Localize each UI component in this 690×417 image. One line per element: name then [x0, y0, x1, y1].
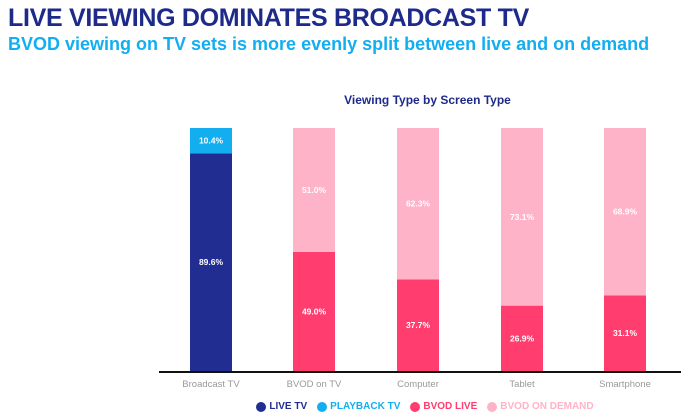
data-label: 89.6%: [199, 257, 224, 267]
bar-segment: [397, 128, 439, 280]
data-label: 62.3%: [406, 199, 431, 209]
bar-segment: [190, 153, 232, 371]
page-subtitle: BVOD viewing on TV sets is more evenly s…: [8, 34, 650, 54]
data-label: 68.9%: [613, 207, 638, 217]
bar-segment: [293, 128, 335, 252]
legend-label: BVOD LIVE: [423, 401, 478, 412]
legend-item: LIVE TV: [256, 401, 307, 412]
legend-label: BVOD ON DEMAND: [500, 401, 594, 412]
chart-title: Viewing Type by Screen Type: [344, 93, 511, 107]
bar-segment: [604, 128, 646, 296]
data-label: 26.9%: [510, 333, 535, 343]
data-label: 10.4%: [199, 136, 224, 146]
legend-label: PLAYBACK TV: [330, 401, 401, 412]
data-label: 31.1%: [613, 328, 638, 338]
page-title: LIVE VIEWING DOMINATES BROADCAST TV: [8, 4, 529, 32]
legend-dot-icon: [317, 401, 328, 412]
data-label: 37.7%: [406, 320, 431, 330]
x-tick-label: Smartphone: [599, 379, 651, 390]
legend-item: BVOD ON DEMAND: [487, 401, 594, 412]
data-label: 51.0%: [302, 185, 327, 195]
legend-dot-icon: [410, 401, 421, 412]
x-tick-label: Computer: [397, 379, 439, 390]
legend-dot-icon: [256, 401, 267, 412]
data-label: 73.1%: [510, 212, 535, 222]
data-label: 49.0%: [302, 306, 327, 316]
legend-item: BVOD LIVE: [410, 401, 477, 412]
bar-segment: [190, 128, 232, 154]
x-tick-label: BVOD on TV: [287, 379, 342, 390]
bar-segment: [397, 279, 439, 371]
bar-segment: [604, 295, 646, 371]
x-tick-label: Broadcast TV: [182, 379, 240, 390]
legend-dot-icon: [487, 401, 498, 412]
bar-segment: [501, 305, 543, 371]
legend-label: LIVE TV: [269, 401, 308, 412]
bar-segment: [501, 128, 543, 306]
legend-item: PLAYBACK TV: [317, 401, 400, 412]
x-tick-label: Tablet: [509, 379, 535, 390]
chart-legend: LIVE TV PLAYBACK TV BVOD LIVE BVOD ON DEMAN…: [0, 401, 690, 412]
bar-segment: [293, 251, 335, 371]
